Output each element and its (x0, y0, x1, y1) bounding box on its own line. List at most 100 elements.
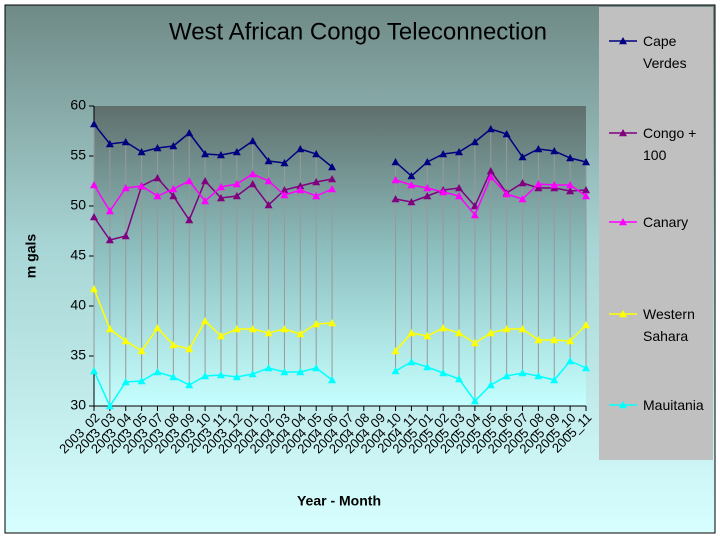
data-marker (105, 236, 114, 244)
data-marker (105, 402, 114, 410)
data-marker (328, 185, 337, 193)
data-marker (486, 167, 495, 175)
data-marker (201, 197, 210, 205)
y-tick-label: 30 (70, 397, 86, 413)
data-marker (216, 194, 225, 202)
data-marker (216, 371, 225, 379)
data-marker (90, 181, 98, 189)
data-marker (216, 151, 225, 159)
data-marker (280, 191, 289, 199)
data-marker (518, 179, 527, 187)
data-marker (264, 201, 273, 209)
data-marker (566, 187, 575, 195)
data-marker (90, 367, 98, 375)
data-marker (534, 180, 543, 188)
data-marker (455, 375, 464, 383)
data-marker (470, 397, 479, 405)
data-marker (153, 324, 162, 332)
data-marker (391, 367, 400, 375)
data-marker (391, 158, 400, 166)
data-marker (185, 381, 194, 389)
data-marker (169, 185, 178, 193)
data-marker (264, 157, 273, 165)
data-marker (407, 181, 416, 189)
x-axis-label: Year - Month (297, 493, 381, 509)
data-marker (423, 192, 432, 200)
data-marker (185, 216, 194, 224)
data-marker (185, 177, 194, 185)
data-marker (407, 358, 416, 366)
data-marker (121, 184, 130, 192)
legend-marker (619, 129, 627, 137)
data-marker (121, 378, 130, 386)
data-marker (486, 173, 495, 181)
data-marker (280, 159, 289, 167)
data-marker (90, 285, 98, 293)
data-marker (264, 364, 273, 372)
data-marker (201, 317, 210, 325)
data-marker (216, 332, 225, 340)
chart-title: West African Congo Teleconnection (169, 18, 547, 45)
data-marker (153, 174, 162, 182)
data-marker (391, 195, 400, 203)
data-marker (534, 184, 543, 192)
data-marker (391, 176, 400, 184)
data-marker (264, 177, 273, 185)
data-marker (534, 372, 543, 380)
data-marker (296, 368, 305, 376)
data-marker (105, 325, 114, 333)
data-marker (185, 345, 194, 353)
data-marker (153, 192, 162, 200)
y-tick-label: 60 (70, 97, 86, 113)
data-marker (486, 125, 495, 133)
data-marker (502, 325, 511, 333)
data-marker (582, 186, 590, 194)
data-marker (439, 188, 448, 196)
y-axis-label: m gals (23, 234, 39, 279)
data-marker (296, 145, 305, 153)
data-marker (423, 332, 432, 340)
data-marker (518, 195, 527, 203)
data-marker (169, 373, 178, 381)
y-tick-label: 45 (70, 247, 86, 263)
data-marker (90, 120, 98, 128)
data-marker (105, 207, 114, 215)
data-marker (201, 372, 210, 380)
data-marker (296, 182, 305, 190)
data-marker (582, 364, 590, 372)
data-marker (455, 329, 464, 337)
data-marker (455, 148, 464, 156)
data-marker (470, 138, 479, 146)
data-marker (121, 138, 130, 146)
data-marker (423, 184, 432, 192)
data-marker (232, 373, 241, 381)
data-marker (550, 147, 559, 155)
y-tick-label: 55 (70, 147, 86, 163)
data-marker (582, 321, 590, 329)
data-marker (470, 202, 479, 210)
data-marker (312, 150, 321, 158)
data-marker (566, 154, 575, 162)
data-marker (296, 330, 305, 338)
data-marker (105, 140, 114, 148)
data-marker (328, 175, 337, 183)
data-marker (455, 184, 464, 192)
data-marker (169, 192, 178, 200)
data-marker (312, 178, 321, 186)
data-marker (550, 181, 559, 189)
data-marker (407, 329, 416, 337)
data-marker (486, 329, 495, 337)
data-marker (232, 192, 241, 200)
data-marker (296, 186, 305, 194)
data-marker (439, 324, 448, 332)
data-marker (248, 325, 257, 333)
plot-area (94, 106, 586, 406)
data-marker (566, 181, 575, 189)
data-marker (232, 148, 241, 156)
data-marker (550, 376, 559, 384)
data-marker (470, 339, 479, 347)
data-marker (137, 148, 146, 156)
legend-marker (619, 401, 627, 409)
